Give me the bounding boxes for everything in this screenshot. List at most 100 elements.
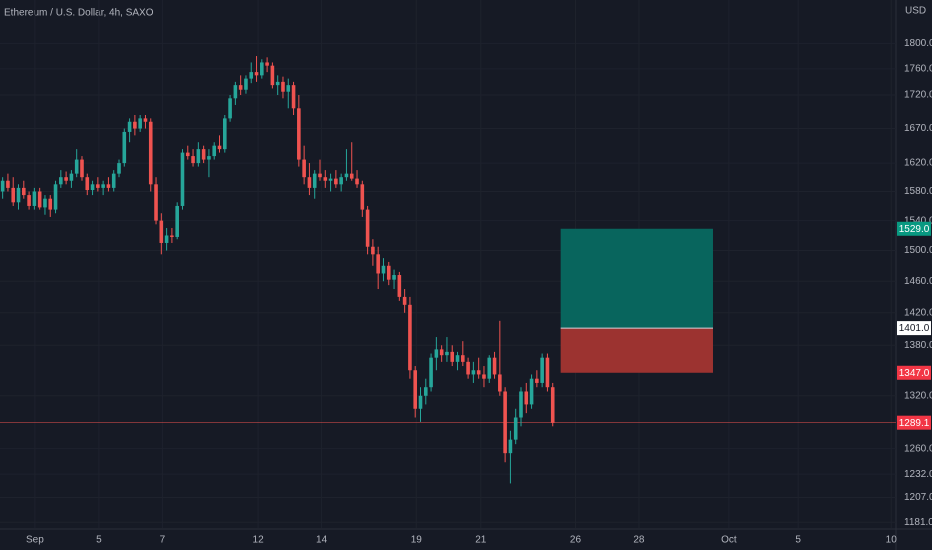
candle-body xyxy=(101,184,105,188)
x-tick-label: 19 xyxy=(411,535,423,546)
candle-body xyxy=(207,156,211,160)
candle-body xyxy=(111,173,116,188)
candle-body xyxy=(286,85,291,92)
last-price-tag: 1289.1 xyxy=(899,418,930,429)
profit-zone xyxy=(560,228,713,329)
candle-body xyxy=(355,178,359,185)
x-tick-label: 28 xyxy=(633,535,645,546)
candle-body xyxy=(148,121,153,185)
stop-price-tag: 1347.0 xyxy=(899,368,930,379)
candle-body xyxy=(133,121,137,129)
y-tick-label: 1620.0 xyxy=(904,158,932,169)
candle-body xyxy=(535,378,539,383)
candle-body xyxy=(275,81,280,86)
candle-body xyxy=(222,118,227,150)
stop-price-tag-bg xyxy=(897,365,931,380)
candle-body xyxy=(381,265,386,274)
candle-body xyxy=(471,370,476,375)
candle-body xyxy=(127,121,132,132)
candle-body xyxy=(334,178,338,185)
candle-body xyxy=(212,145,217,157)
candle-body xyxy=(302,159,306,178)
candle-body xyxy=(64,177,68,181)
candle-body xyxy=(16,187,21,203)
candle-body xyxy=(545,357,550,388)
candle-body xyxy=(434,349,439,358)
candle-body xyxy=(90,184,95,191)
candle-body xyxy=(180,152,185,206)
candle-body xyxy=(508,439,513,454)
candle-body xyxy=(455,355,460,362)
candle-body xyxy=(418,395,423,409)
y-tick-label: 1800.0 xyxy=(904,38,932,49)
x-tick-label: 12 xyxy=(253,535,265,546)
candle-body xyxy=(106,184,111,188)
candle-body xyxy=(339,177,343,185)
y-tick-label: 1380.0 xyxy=(904,340,932,351)
candle-body xyxy=(360,184,365,210)
candle-body xyxy=(96,184,100,188)
candle-body xyxy=(11,187,16,203)
candle-body xyxy=(265,62,269,66)
candle-body xyxy=(217,145,222,150)
entry-price-tag-bg xyxy=(897,321,931,336)
candle-body xyxy=(281,81,285,92)
candle-body xyxy=(365,209,370,247)
x-tick-label: 21 xyxy=(475,535,487,546)
candle-body xyxy=(37,191,42,208)
y-tick-label: 1207.0 xyxy=(904,492,932,503)
candle-body xyxy=(27,195,31,206)
candle-body xyxy=(487,357,492,379)
candle-body xyxy=(376,254,380,274)
candle-body xyxy=(117,163,121,174)
candle-body xyxy=(159,220,164,243)
candle-body xyxy=(519,391,523,418)
y-tick-label: 1260.0 xyxy=(904,443,932,454)
y-tick-label: 1420.0 xyxy=(904,307,932,318)
candle-body xyxy=(318,173,322,178)
candle-body xyxy=(307,177,312,188)
candle-body xyxy=(397,275,402,297)
candle-body xyxy=(423,387,428,396)
candle-body xyxy=(164,235,169,243)
candle-body xyxy=(466,361,470,375)
y-tick-label: 1720.0 xyxy=(904,90,932,101)
y-tick-label: 1580.0 xyxy=(904,186,932,197)
candle-body xyxy=(371,246,375,255)
candle-body xyxy=(249,72,254,79)
candle-body xyxy=(413,370,418,409)
y-tick-label: 1181.0 xyxy=(904,517,932,528)
candle-body xyxy=(450,351,455,362)
candle-body xyxy=(170,235,174,237)
chart-title: Ethereum / U.S. Dollar, 4h, SAXO xyxy=(4,8,154,19)
candle-body xyxy=(196,149,201,164)
candle-body xyxy=(439,349,444,356)
candle-body xyxy=(312,173,317,188)
candle-body xyxy=(297,108,301,160)
candle-body xyxy=(191,156,195,164)
candle-body xyxy=(48,198,53,210)
y-tick-label: 1670.0 xyxy=(904,123,932,134)
y-tick-label: 1460.0 xyxy=(904,276,932,287)
candle-body xyxy=(238,85,243,90)
x-tick-label: 26 xyxy=(570,535,582,546)
x-tick-label: 5 xyxy=(795,535,801,546)
candle-body xyxy=(0,180,5,192)
candle-body xyxy=(80,159,84,178)
candle-body xyxy=(185,152,190,157)
x-tick-label: 7 xyxy=(160,535,166,546)
candle-body xyxy=(122,131,127,164)
candle-body xyxy=(402,296,407,305)
candle-body xyxy=(143,118,148,122)
candle-body xyxy=(513,417,518,440)
candle-body xyxy=(349,173,354,179)
last-price-tag-bg xyxy=(897,415,931,430)
candle-body xyxy=(291,85,296,109)
y-tick-label: 1232.0 xyxy=(904,469,932,480)
candle-body xyxy=(254,72,259,76)
x-tick-label: 14 xyxy=(316,535,328,546)
candle-body xyxy=(53,184,58,210)
candle-body xyxy=(498,374,502,392)
